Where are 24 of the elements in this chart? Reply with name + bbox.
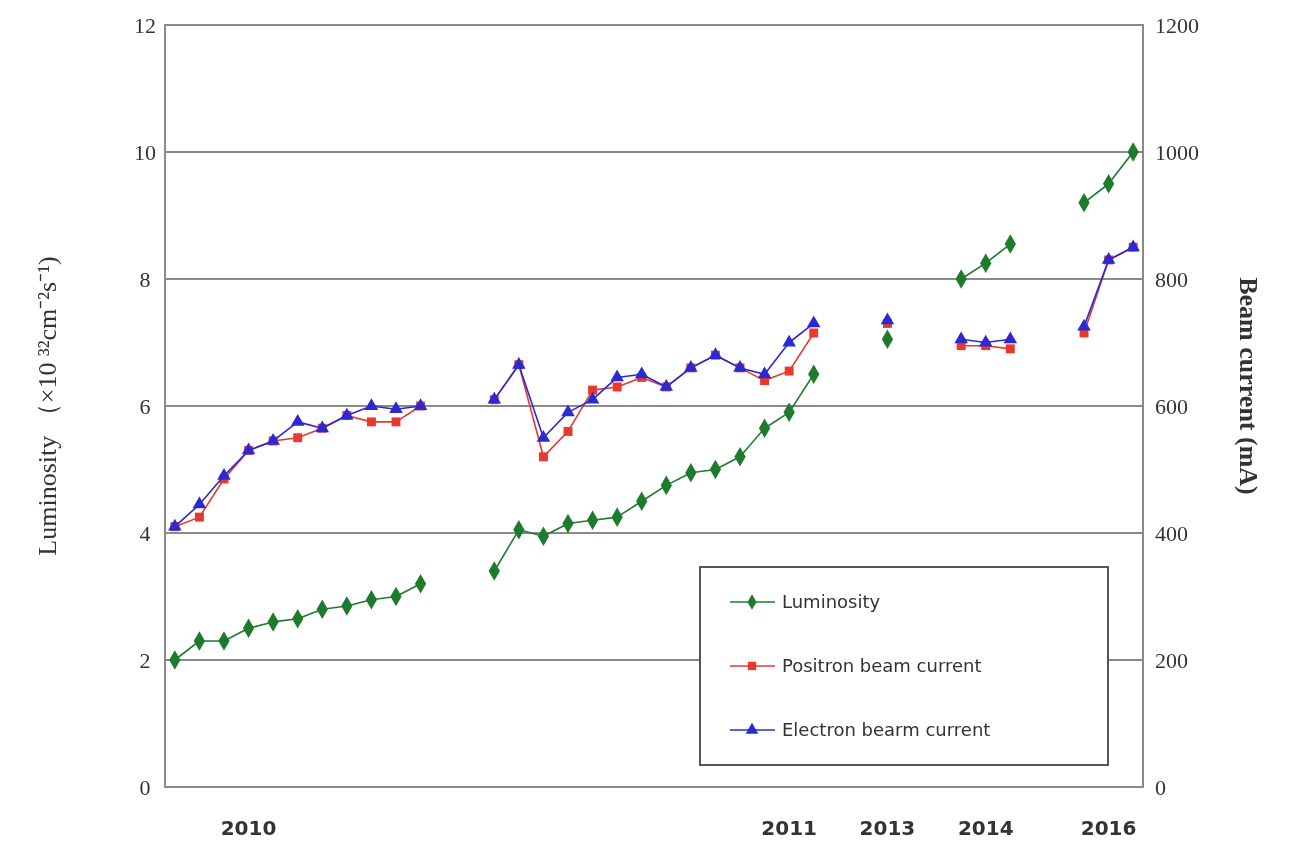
y2-tick-label: 800 bbox=[1155, 266, 1188, 292]
legend-label: Positron beam current bbox=[782, 655, 982, 677]
legend-label: Electron bearm current bbox=[782, 719, 991, 741]
y2-tick-label: 0 bbox=[1155, 774, 1166, 800]
x-tick-label: 2010 bbox=[220, 816, 277, 840]
y-tick-label: 0 bbox=[139, 774, 151, 800]
y-tick-label: 8 bbox=[139, 266, 151, 292]
x-tick-label: 2014 bbox=[957, 816, 1014, 840]
y-tick-label: 2 bbox=[139, 647, 151, 673]
y-tick-label: 12 bbox=[134, 12, 156, 38]
legend-label: Luminosity bbox=[782, 591, 881, 613]
x-tick-label: 2013 bbox=[859, 816, 916, 840]
y-axis-title: Luminosity （×10 ³²cm⁻²s⁻¹) bbox=[33, 256, 62, 556]
y2-tick-label: 200 bbox=[1155, 647, 1188, 673]
y2-tick-label: 600 bbox=[1155, 393, 1188, 419]
y2-tick-label: 1200 bbox=[1155, 12, 1199, 38]
x-tick-label: 2016 bbox=[1080, 816, 1137, 840]
y2-axis-title: Beam current (mA) bbox=[1234, 277, 1263, 495]
y2-tick-label: 400 bbox=[1155, 520, 1188, 546]
y-tick-label: 4 bbox=[139, 520, 151, 546]
y-tick-label: 6 bbox=[139, 393, 151, 419]
x-tick-label: 2011 bbox=[761, 816, 817, 840]
y2-tick-label: 1000 bbox=[1155, 139, 1199, 165]
y-tick-label: 10 bbox=[134, 139, 156, 165]
